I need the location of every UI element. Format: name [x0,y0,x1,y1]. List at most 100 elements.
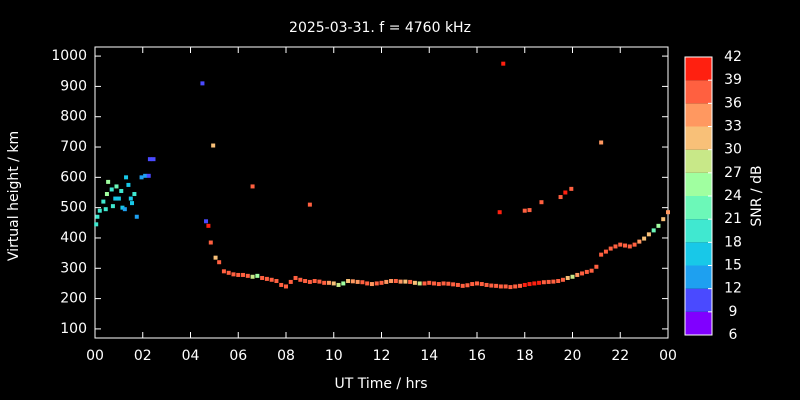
data-point [355,279,360,284]
data-point [389,279,394,284]
x-tick-label: 04 [182,348,200,364]
data-point [427,280,432,285]
colorbar-tick-label: 30 [724,142,742,158]
data-point [539,200,544,205]
colorbar-band [685,242,712,266]
data-point [408,279,413,284]
data-point [618,242,623,247]
data-point [303,279,308,284]
data-point [139,175,144,180]
data-point [374,281,379,286]
data-point [637,239,642,244]
data-point [95,214,100,219]
colorbar-band [685,219,712,243]
data-point [441,281,446,286]
colorbar-band [685,311,712,335]
data-point [113,196,118,201]
data-point [580,271,585,276]
y-tick-label: 200 [60,291,87,307]
data-point [143,173,148,178]
data-point [560,277,565,282]
data-point [146,173,151,178]
data-point [109,187,114,192]
data-point [498,284,503,289]
data-point [346,279,351,284]
data-point [613,244,618,249]
data-point [608,246,613,251]
y-tick-label: 700 [60,139,87,155]
data-point [103,207,108,212]
data-point [298,277,303,282]
y-tick-label: 300 [60,260,87,276]
data-point [288,279,293,284]
data-point [369,282,374,287]
colorbar-band [685,149,712,173]
colorbar-tick-label: 12 [724,281,742,297]
data-point [128,196,133,201]
data-point [147,157,152,162]
y-tick-label: 900 [60,78,87,94]
x-tick-label: 20 [564,348,582,364]
data-point [312,279,317,284]
x-tick-label: 06 [229,348,247,364]
colorbar-tick-label: 9 [729,304,738,320]
data-point [627,244,632,249]
data-point [341,281,346,286]
data-point [284,284,288,289]
colorbar-tick-label: 15 [724,258,742,274]
y-tick-label: 600 [60,169,87,185]
data-point [656,223,661,228]
data-point [470,282,475,287]
data-point [250,184,255,189]
data-point [213,255,218,260]
data-point [151,157,156,162]
colorbar-tick-label: 39 [724,72,742,88]
data-point [623,243,628,248]
colorbar-band [685,288,712,312]
data-point [130,201,135,206]
data-point [475,281,479,286]
data-point [565,275,570,280]
data-point [575,272,580,277]
colorbar-band [685,265,712,289]
data-point [551,279,556,284]
x-tick-label: 22 [611,348,629,364]
data-point [646,232,651,237]
data-point [217,260,222,265]
data-point [651,228,656,233]
data-point [204,219,209,224]
data-point [412,280,417,285]
y-tick-label: 100 [60,321,87,337]
data-point [331,281,336,286]
data-point [632,242,637,247]
x-tick-label: 16 [468,348,486,364]
data-point [106,179,111,184]
data-point [594,264,599,269]
data-point [221,269,226,274]
data-point [393,279,398,284]
data-point [132,192,137,197]
data-point [293,275,298,280]
data-point [126,182,131,187]
colorbar-tick-label: 18 [724,234,742,250]
data-point [104,192,109,197]
data-point [446,281,451,286]
chart-title: 2025-03-31. f = 4760 kHz [289,20,471,36]
data-point [307,279,312,284]
data-point [208,240,213,245]
data-point [307,202,312,207]
x-tick-label: 00 [659,348,677,364]
data-point [563,190,568,195]
colorbar-band [685,103,712,127]
data-point [527,208,532,213]
data-point [360,280,365,285]
data-point [97,208,102,213]
data-point [336,282,341,287]
data-point [274,279,279,284]
data-point [436,282,441,287]
data-point [241,272,246,277]
data-point [508,285,513,290]
data-point [522,282,527,287]
data-point [546,279,551,284]
data-point [417,281,422,286]
